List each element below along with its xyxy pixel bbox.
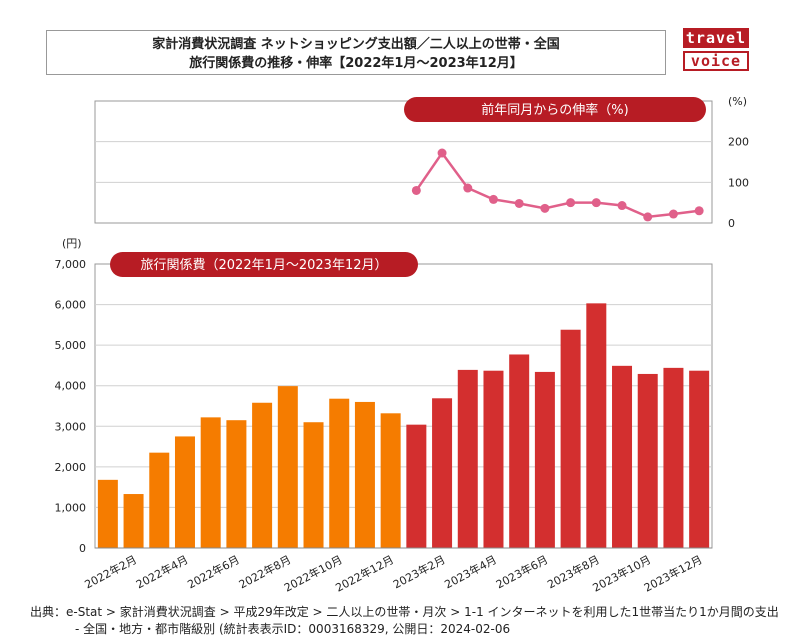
bar — [612, 365, 633, 548]
bar-ytick-label: 6,000 — [55, 299, 87, 312]
bar-ytick-label: 5,000 — [55, 339, 87, 352]
bar-ytick-label: 3,000 — [55, 420, 87, 433]
bar — [534, 371, 555, 548]
bar-ytick-label: 7,000 — [55, 258, 87, 271]
bar — [689, 370, 710, 548]
bar — [149, 452, 170, 548]
line-ytick-label: 100 — [728, 176, 749, 189]
bar — [432, 398, 453, 548]
growth-point — [566, 198, 576, 208]
bar-xtick-label: 2023年4月 — [442, 552, 499, 591]
growth-point — [488, 194, 498, 204]
bar — [380, 413, 401, 548]
bar-xtick-label: 2023年2月 — [391, 552, 448, 591]
title-box: 家計消費状況調査 ネットショッピング支出額／二人以上の世帯・全国 旅行関係費の推… — [46, 30, 666, 75]
line-ytick-label: 200 — [728, 136, 749, 149]
line-chart-title: 前年同月からの伸率（%) — [481, 102, 628, 118]
logo-word-voice: voice — [683, 51, 749, 71]
bar — [123, 494, 144, 548]
growth-point — [643, 212, 653, 222]
bar-ytick-label: 1,000 — [55, 501, 87, 514]
bar-xtick-label: 2022年6月 — [185, 552, 242, 591]
bar-yunit-label: (円) — [62, 237, 82, 250]
bar — [457, 369, 478, 548]
bar-xtick-label: 2023年12月 — [641, 552, 704, 594]
travelvoice-logo: travel voice — [683, 26, 749, 72]
bar — [637, 373, 658, 548]
growth-point — [540, 203, 550, 213]
chart-svg: 0 1,000 2,000 3,000 4,000 5,000 6,000 7,000 (円) 2… — [55, 95, 750, 595]
bar-ytick-label: 4,000 — [55, 380, 87, 393]
bar — [277, 386, 298, 548]
bar-plot-frame — [94, 263, 713, 549]
bar-chart-title: 旅行関係費（2022年1月～2023年12月） — [141, 258, 388, 273]
bar — [586, 303, 607, 548]
line-yunit-label: (%) — [728, 95, 747, 108]
growth-point — [617, 201, 627, 211]
growth-point — [411, 185, 421, 195]
bar-xtick-label: 2022年12月 — [333, 552, 396, 594]
bar — [252, 402, 273, 548]
growth-point — [591, 198, 601, 208]
bar-ytick-label: 2,000 — [55, 461, 87, 474]
chart-title-line1: 家計消費状況調査 ネットショッピング支出額／二人以上の世帯・全国 — [152, 37, 560, 52]
bar — [560, 329, 581, 548]
growth-point — [463, 183, 473, 193]
bar — [200, 417, 221, 548]
growth-point — [437, 148, 447, 158]
bar — [509, 354, 530, 548]
logo-word-travel: travel — [683, 28, 749, 48]
bar — [406, 424, 427, 548]
bar-ytick-label: 0 — [79, 542, 86, 555]
bar-xtick-label: 2022年4月 — [133, 552, 190, 591]
source-line1: 出典：e-Stat > 家計消費状況調査 > 平成29年改定 > 二人以上の世帯… — [30, 605, 779, 619]
bar — [483, 370, 504, 548]
bar-title-pill — [110, 252, 418, 277]
line-title-pill — [404, 97, 706, 122]
bar-xtick-label: 2023年6月 — [493, 552, 550, 591]
source-line2: - 全国・地方・都市階級別 (統計表表示ID：0003168329, 公開日：2… — [75, 622, 511, 636]
bar — [226, 420, 247, 548]
bar — [174, 436, 195, 548]
bar-xtick-label: 2022年2月 — [82, 552, 139, 591]
line-ytick-label: 0 — [728, 217, 735, 230]
bar — [663, 367, 684, 548]
bar — [97, 479, 118, 548]
growth-point — [668, 209, 678, 219]
bar — [354, 401, 375, 548]
bar — [303, 422, 324, 548]
growth-point — [514, 198, 524, 208]
chart-title-line2: 旅行関係費の推移・伸率【2022年1月～2023年12月】 — [189, 56, 523, 71]
growth-point — [694, 206, 704, 216]
bar — [329, 398, 350, 548]
source-note: 出典：e-Stat > 家計消費状況調査 > 平成29年改定 > 二人以上の世帯… — [30, 604, 779, 638]
